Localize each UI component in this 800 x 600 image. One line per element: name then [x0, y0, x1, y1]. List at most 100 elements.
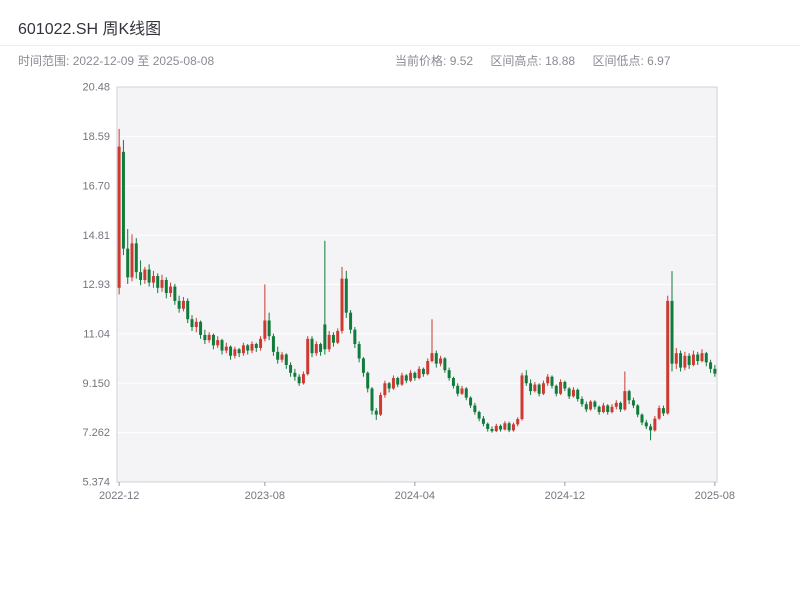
candle[interactable]: [276, 346, 280, 364]
candle[interactable]: [709, 359, 713, 373]
candle[interactable]: [271, 333, 275, 356]
candle[interactable]: [687, 353, 691, 369]
candle[interactable]: [370, 387, 374, 415]
candle[interactable]: [541, 380, 545, 396]
candle[interactable]: [439, 355, 443, 367]
candle[interactable]: [657, 405, 661, 420]
candle[interactable]: [190, 315, 194, 331]
candle[interactable]: [533, 381, 537, 393]
candle[interactable]: [520, 372, 524, 421]
candle[interactable]: [606, 404, 610, 415]
candle[interactable]: [499, 424, 503, 432]
candle[interactable]: [353, 327, 357, 348]
candle[interactable]: [284, 353, 288, 369]
candle[interactable]: [357, 341, 361, 363]
candle[interactable]: [301, 371, 305, 385]
candle[interactable]: [289, 362, 293, 377]
candle[interactable]: [404, 374, 408, 384]
candle[interactable]: [610, 404, 614, 414]
candle[interactable]: [696, 351, 700, 365]
candle[interactable]: [426, 358, 430, 376]
candle[interactable]: [559, 379, 563, 396]
candle[interactable]: [700, 349, 704, 363]
candle[interactable]: [576, 388, 580, 402]
candle[interactable]: [383, 380, 387, 398]
candle[interactable]: [259, 336, 263, 351]
candle[interactable]: [374, 408, 378, 420]
candle[interactable]: [567, 387, 571, 399]
candle[interactable]: [216, 336, 220, 348]
candle[interactable]: [490, 426, 494, 433]
candle[interactable]: [130, 234, 134, 282]
candle[interactable]: [481, 415, 485, 427]
candle[interactable]: [507, 421, 511, 433]
candle[interactable]: [546, 374, 550, 386]
candle[interactable]: [349, 310, 353, 334]
candle[interactable]: [139, 260, 143, 286]
candle[interactable]: [306, 336, 310, 376]
candle[interactable]: [293, 368, 297, 381]
candle[interactable]: [237, 347, 241, 358]
candle[interactable]: [601, 402, 605, 414]
candle[interactable]: [400, 372, 404, 386]
candle[interactable]: [631, 397, 635, 409]
candle[interactable]: [486, 422, 490, 432]
candle[interactable]: [554, 384, 558, 397]
candle[interactable]: [571, 387, 575, 398]
candle[interactable]: [451, 376, 455, 389]
candle[interactable]: [456, 383, 460, 397]
candle[interactable]: [713, 364, 717, 377]
candle[interactable]: [619, 401, 623, 413]
candle[interactable]: [250, 341, 254, 354]
candle[interactable]: [396, 376, 400, 388]
candle[interactable]: [661, 405, 665, 416]
candle[interactable]: [473, 402, 477, 415]
candle[interactable]: [413, 371, 417, 381]
candle[interactable]: [263, 284, 267, 342]
candle[interactable]: [636, 404, 640, 418]
candle[interactable]: [589, 400, 593, 411]
candle[interactable]: [537, 383, 541, 397]
candle[interactable]: [117, 128, 121, 295]
candle[interactable]: [434, 350, 438, 368]
candle[interactable]: [679, 350, 683, 372]
candle[interactable]: [147, 264, 151, 287]
candle[interactable]: [691, 350, 695, 367]
candle[interactable]: [233, 346, 237, 359]
candle[interactable]: [207, 332, 211, 343]
candle[interactable]: [584, 401, 588, 413]
candle[interactable]: [327, 330, 331, 352]
candle[interactable]: [511, 422, 515, 432]
candle[interactable]: [151, 270, 155, 288]
candle[interactable]: [331, 332, 335, 347]
candle[interactable]: [627, 389, 631, 405]
candle[interactable]: [241, 342, 245, 356]
candle[interactable]: [319, 342, 323, 356]
candle[interactable]: [134, 238, 138, 279]
candle[interactable]: [430, 319, 434, 363]
candle[interactable]: [524, 370, 528, 386]
candle[interactable]: [220, 338, 224, 355]
candle[interactable]: [653, 415, 657, 432]
candle[interactable]: [597, 405, 601, 415]
candle[interactable]: [460, 385, 464, 396]
candle[interactable]: [254, 342, 258, 352]
candle[interactable]: [336, 328, 340, 345]
candle[interactable]: [344, 270, 348, 318]
candle[interactable]: [391, 375, 395, 390]
candle[interactable]: [674, 347, 678, 369]
candle[interactable]: [156, 273, 160, 294]
candle[interactable]: [126, 228, 130, 284]
candle[interactable]: [670, 271, 674, 372]
candle[interactable]: [173, 283, 177, 305]
candle[interactable]: [211, 333, 215, 350]
candle[interactable]: [494, 423, 498, 433]
candle[interactable]: [614, 400, 618, 410]
candle[interactable]: [177, 295, 181, 313]
candle[interactable]: [477, 410, 481, 422]
candle[interactable]: [666, 295, 670, 415]
candle[interactable]: [649, 423, 653, 441]
candle[interactable]: [199, 320, 203, 339]
candle[interactable]: [297, 374, 301, 386]
